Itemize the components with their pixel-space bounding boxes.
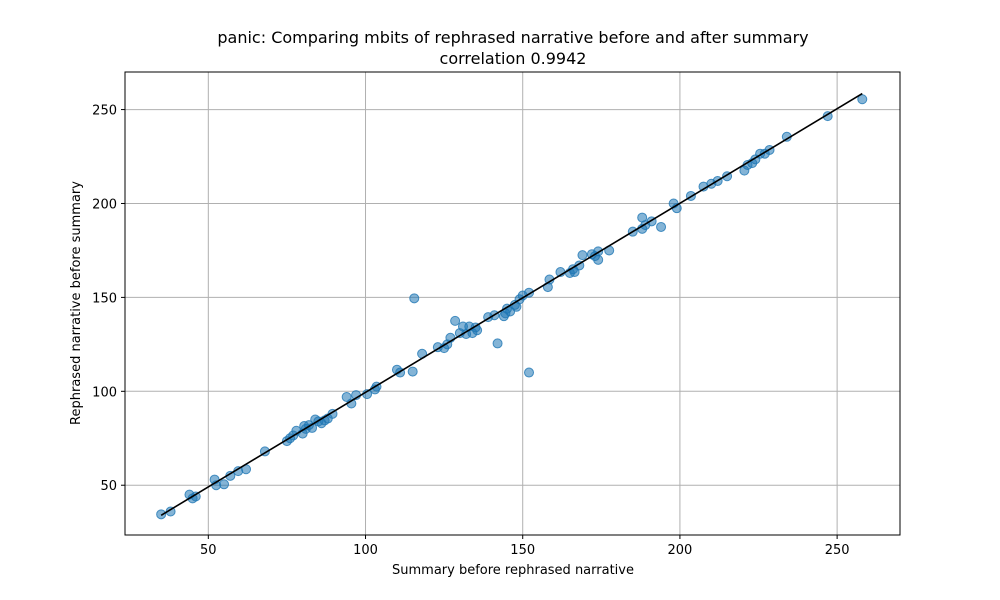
- plot-frame: [124, 71, 901, 536]
- scatter-point: [593, 254, 604, 265]
- x-tick-label: 100: [353, 543, 378, 558]
- regression-line: [160, 92, 863, 516]
- y-axis-label: Rephrased narrative before summary: [69, 181, 84, 425]
- scatter-point: [857, 94, 868, 105]
- x-tick-label: 250: [825, 543, 850, 558]
- y-tick-label: 100: [92, 385, 117, 400]
- scatter-point: [407, 366, 418, 377]
- grid-lines: [125, 72, 900, 535]
- scatter-point: [524, 367, 535, 378]
- scatter-point: [156, 509, 167, 520]
- y-tick-label: 150: [92, 291, 117, 306]
- x-tick-label: 200: [668, 543, 693, 558]
- x-tick-label: 50: [200, 543, 217, 558]
- x-tick-label: 150: [510, 543, 535, 558]
- y-tick-label: 200: [92, 197, 117, 212]
- scatter-point: [450, 315, 461, 326]
- scatter-point: [219, 479, 230, 490]
- scatter-point: [492, 338, 503, 349]
- y-tick-label: 250: [92, 104, 117, 119]
- y-tick-label: 50: [100, 479, 117, 494]
- scatter-point: [577, 250, 588, 261]
- data-points: [156, 94, 868, 520]
- scatter-point: [409, 293, 420, 304]
- chart-title: panic: Comparing mbits of rephrased narr…: [217, 28, 808, 47]
- chart-subtitle: correlation 0.9942: [440, 49, 587, 68]
- scatter-point: [656, 221, 667, 232]
- axis-ticks: 50 100 150 200 250 50 100 150 200 250: [92, 104, 849, 558]
- x-axis-label: Summary before rephrased narrative: [392, 563, 634, 578]
